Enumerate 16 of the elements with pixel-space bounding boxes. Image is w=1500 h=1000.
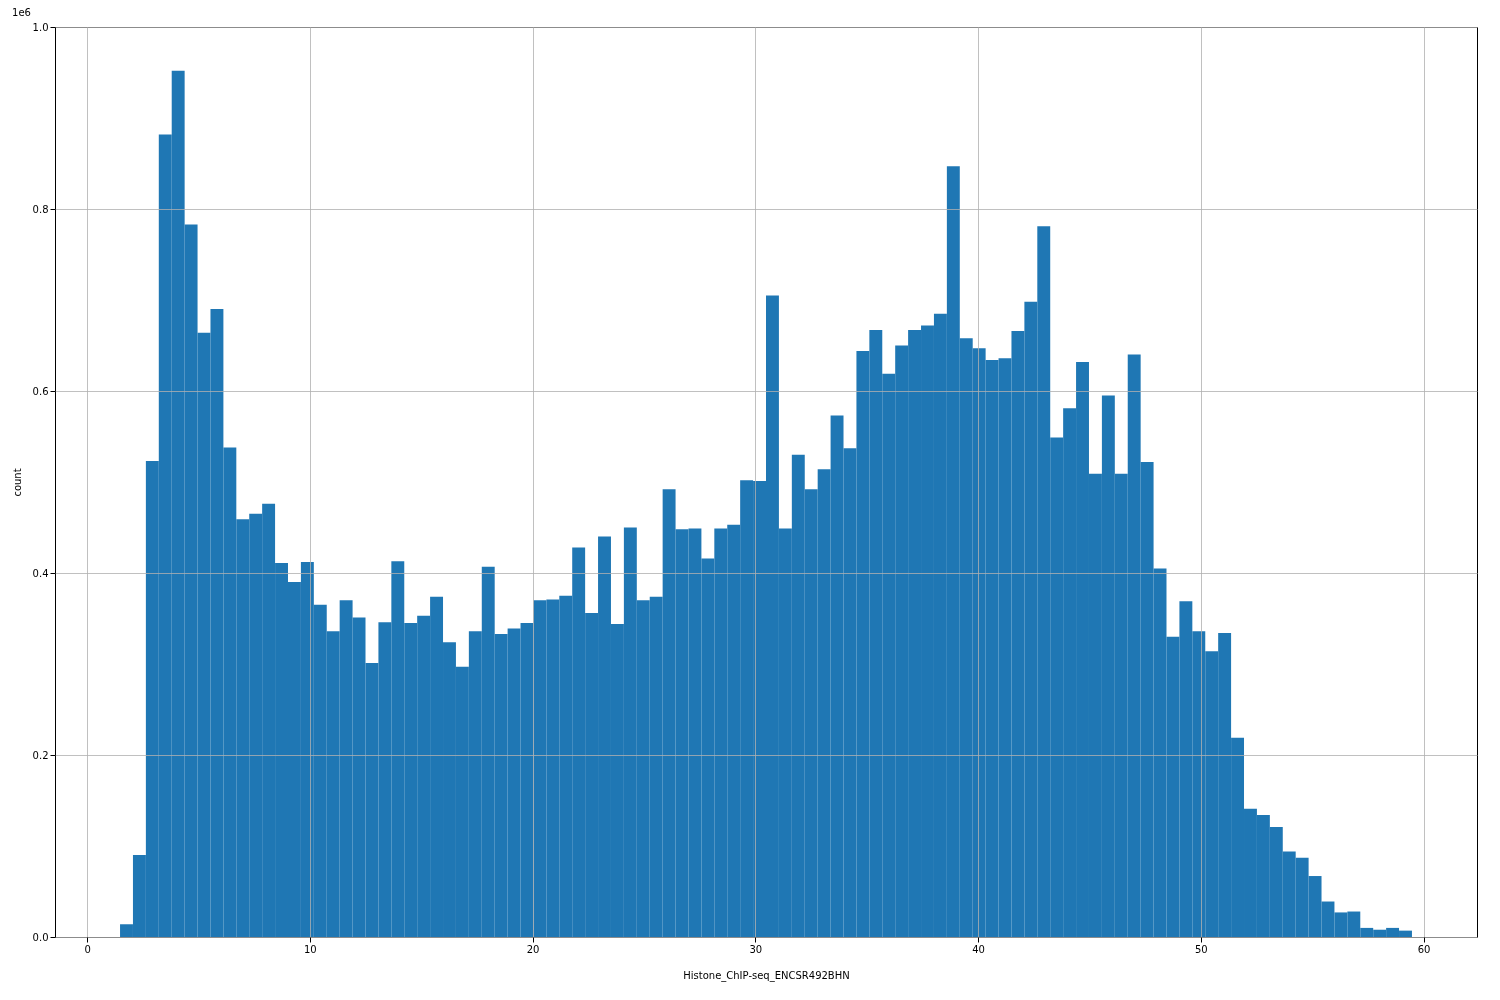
x-tick-label: 0	[84, 943, 91, 955]
text: 1e6	[12, 7, 31, 18]
y-tick-label: 0.2	[32, 749, 49, 761]
x-tick-label: 60	[1417, 943, 1431, 955]
x-tick-label: 50	[1194, 943, 1208, 955]
x-tick-label: 20	[526, 943, 540, 955]
x-tick-label: 30	[749, 943, 763, 955]
y-tick-label: 0.4	[32, 567, 49, 579]
y-tick-label: 0.8	[32, 203, 49, 215]
y-tick-label: 1.0	[32, 21, 49, 33]
y-axis-title: count	[11, 468, 23, 497]
x-tick-label: 40	[972, 943, 985, 955]
y-tick-label: 0.6	[32, 385, 49, 397]
y-tick-label: 0.0	[32, 931, 49, 943]
x-axis-title: Histone_ChIP-seq_ENCSR492BHN	[683, 969, 850, 982]
x-tick-label: 10	[303, 943, 317, 955]
